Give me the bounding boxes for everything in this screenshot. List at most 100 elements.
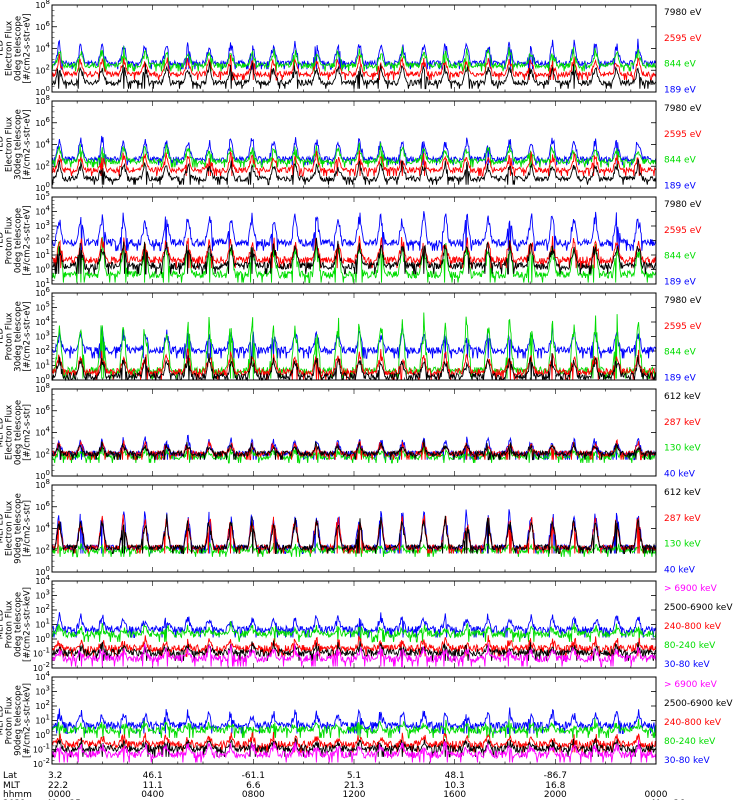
y-tick-label: 108 [35,0,50,10]
y-tick-label: 106 [35,286,50,298]
y-tick-label: 100 [35,565,50,577]
x-axis-lat-label: -61.1 [242,771,265,781]
series-line-189-ev [51,211,657,252]
y-tick-label: 103 [35,219,50,231]
series-line-7980-ev [51,237,657,275]
legend-entry: 287 keV [664,514,701,524]
series-line-2595-ev [51,150,657,177]
y-tick-label: 104 [35,574,50,586]
x-axis-lat-label: 5.1 [347,771,361,781]
x-axis-hhmm-label: 0800 [242,790,265,800]
x-axis-mlt-label: 22.2 [48,781,68,791]
series-line-189-ev [51,324,657,359]
legend-entry: 80-240 keV [664,641,716,651]
legend-entry: 7980 eV [664,296,702,306]
y-tick-label: 103 [35,330,50,342]
y-tick-label: 105 [35,301,50,313]
y-axis-title: MEPEDElectron Flux90deg telescope[#/cm2-… [0,493,33,564]
legend-entry: 2595 eV [664,226,702,236]
legend-entry: 189 eV [664,277,697,287]
y-axis-title: MEPEDProton Flux90deg telescope[#/cm2-s-… [0,683,33,758]
x-axis-lat-label: 48.1 [445,771,465,781]
y-tick-label: 103 [35,589,50,601]
y-tick-label: 102 [35,603,50,615]
y-tick-label: 104 [35,426,50,438]
series-line-240-800-kev [51,635,657,657]
series-line-2500-6900-kev [51,640,657,661]
legend-entry: 7980 eV [664,104,702,114]
legend-entry: 189 eV [664,85,697,95]
legend-entry: 844 eV [664,156,697,166]
legend-entry: 189 eV [664,373,697,383]
y-tick-label: 102 [35,63,50,75]
series-line--6900-kev [51,643,657,667]
y-tick-label: 102 [35,699,50,711]
y-axis-title: MEPEDProton Flux0deg telescope[#/cm2-s-s… [0,587,33,662]
x-axis-mlt-label: 16.8 [545,781,565,791]
panel-frame [51,388,657,477]
y-tick-label: 106 [35,116,50,128]
x-axis-hhmm-label: 2000 [544,790,567,800]
series-line--6900-kev [51,739,657,763]
legend-entry: 30-80 keV [664,756,710,766]
y-axis-title: MEPEDElectron Flux0deg telescope[#/cm2-s… [0,400,33,465]
y-tick-label: 100 [35,632,50,644]
y-tick-label: 108 [35,478,50,490]
y-tick-label: 10-2 [33,661,50,673]
series-line-80-240-kev [51,717,657,739]
y-tick-label: 101 [35,248,50,260]
x-axis-mlt-label: 21.3 [344,781,364,791]
x-row-label: hhmm [3,790,32,800]
legend-entry: 7980 eV [664,200,702,210]
legend-entry: 2500-6900 keV [664,603,733,613]
legend-entry: > 6900 keV [664,584,718,594]
x-axis-lat-label: -86.7 [544,771,567,781]
y-tick-label: 100 [35,469,50,481]
x-axis-hhmm-label: 1200 [343,790,366,800]
legend-entry: 2595 eV [664,322,702,332]
legend-entry: 612 keV [664,488,701,498]
legend-entry: > 6900 keV [664,680,718,690]
x-axis-lat-label: 3.2 [48,771,62,781]
series-line-7980-ev [51,61,657,90]
y-tick-label: 104 [35,670,50,682]
y-tick-label: 100 [35,263,50,275]
x-axis-mlt-label: 11.1 [143,781,163,791]
time-axis-labels: LatMLThhmm20213.222.20000May 2546.111.10… [3,771,685,800]
y-tick-label: 108 [35,382,50,394]
y-tick-label: 104 [35,522,50,534]
y-axis-title: TEDElectron Flux30deg telescope[#/cm2-s-… [0,109,33,180]
series-line-30-80-kev [51,612,657,638]
y-tick-label: 103 [35,685,50,697]
panel-frame [51,676,657,765]
series-line-80-240-kev [51,621,657,643]
y-tick-label: 100 [35,85,50,97]
y-axis-title: TEDProton Flux30deg telescope[#/cm2-s-st… [0,301,33,372]
series-line-7980-ev [51,353,656,382]
series-line-7980-ev [51,159,657,186]
x-row-label: MLT [3,781,21,791]
y-tick-label: 100 [35,373,50,385]
legend-entry: 189 eV [664,181,697,191]
y-tick-label: 106 [35,500,50,512]
y-tick-label: 104 [35,205,50,217]
series-line-189-ev [51,135,657,166]
x-row-label: Lat [3,771,18,781]
legend-entry: 2500-6900 keV [664,699,733,709]
x-axis-hhmm-label: 1600 [443,790,466,800]
y-axis-title: TEDElectron Flux0deg telescope[#/cm2-s-s… [0,13,33,83]
series-line-612-kev [51,514,657,554]
y-tick-label: 104 [35,138,50,150]
series-line-844-ev [51,142,657,168]
panel-frame [51,100,657,189]
y-tick-label: 106 [35,20,50,32]
legend-entry: 40 keV [664,565,696,575]
y-tick-label: 101 [35,714,50,726]
legend-entry: 287 keV [664,418,701,428]
y-tick-label: 104 [35,42,50,54]
